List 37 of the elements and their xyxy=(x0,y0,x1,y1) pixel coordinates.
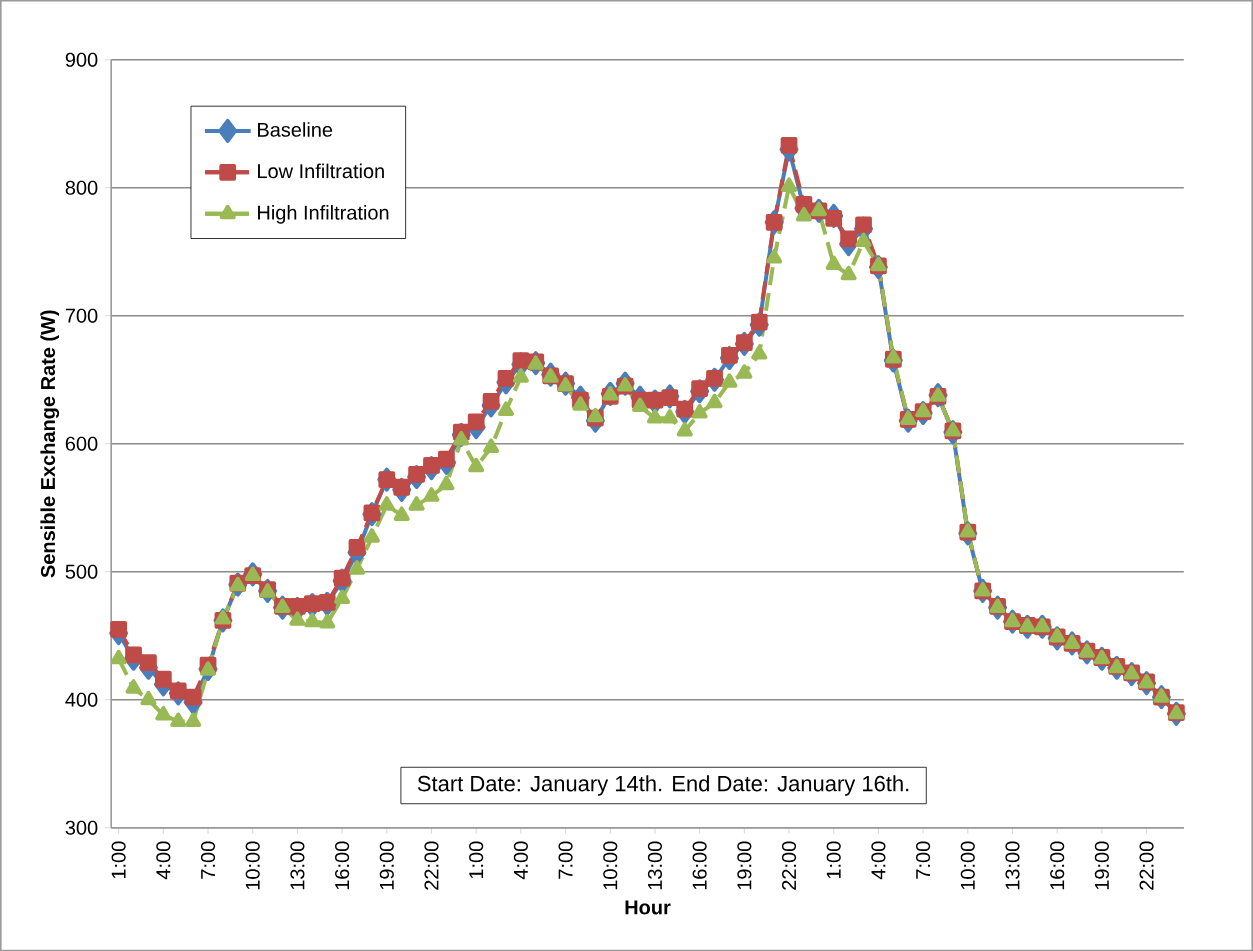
x-tick-label: 4:00 xyxy=(513,841,528,879)
y-axis-title: Sensible Exchange Rate (W) xyxy=(40,310,60,578)
y-tick-label: 600 xyxy=(65,436,98,451)
x-tick-label: 10:00 xyxy=(245,841,260,890)
x-tick-label: 22:00 xyxy=(424,841,439,890)
annotation: Start Date: January 14th. End Date: January 16th. xyxy=(417,775,909,796)
x-tick-label: 10:00 xyxy=(960,841,975,890)
x-tick-label: 10:00 xyxy=(603,841,618,890)
x-tick-label: 22:00 xyxy=(1139,841,1154,890)
x-tick-label: 16:00 xyxy=(692,841,707,890)
x-tick-label: 13:00 xyxy=(647,841,663,890)
x-tick-label: 7:00 xyxy=(916,841,931,879)
x-tick-label: 13:00 xyxy=(1005,841,1020,890)
legend-label: Baseline xyxy=(258,121,333,137)
y-tick-label: 500 xyxy=(65,564,98,579)
legend-label: High Infiltration xyxy=(258,204,389,224)
x-tick-label: 13:00 xyxy=(290,841,305,890)
x-tick-label: 1:00 xyxy=(826,841,841,878)
x-tick-label: 19:00 xyxy=(379,841,394,890)
x-tick-label: 7:00 xyxy=(200,841,216,879)
x-tick-label: 16:00 xyxy=(1050,841,1065,890)
x-tick-label: 22:00 xyxy=(781,841,797,890)
y-tick-label: 400 xyxy=(65,692,98,707)
x-tick-label: 4:00 xyxy=(871,841,886,879)
x-tick-label: 1:00 xyxy=(469,841,484,878)
y-tick-label: 800 xyxy=(65,180,98,195)
x-tick-label: 1:00 xyxy=(111,841,126,878)
x-tick-label: 4:00 xyxy=(156,841,171,879)
y-tick-label: 700 xyxy=(65,308,98,323)
legend-label: Low Infiltration xyxy=(258,163,384,179)
x-tick-label: 19:00 xyxy=(737,841,752,890)
y-tick-label: 300 xyxy=(65,820,98,835)
x-tick-label: 19:00 xyxy=(1094,841,1109,890)
y-tick-label: 900 xyxy=(65,52,98,67)
x-tick-label: 16:00 xyxy=(335,841,350,890)
x-tick-label: 7:00 xyxy=(558,841,573,879)
x-axis-title: Hour xyxy=(625,900,671,915)
